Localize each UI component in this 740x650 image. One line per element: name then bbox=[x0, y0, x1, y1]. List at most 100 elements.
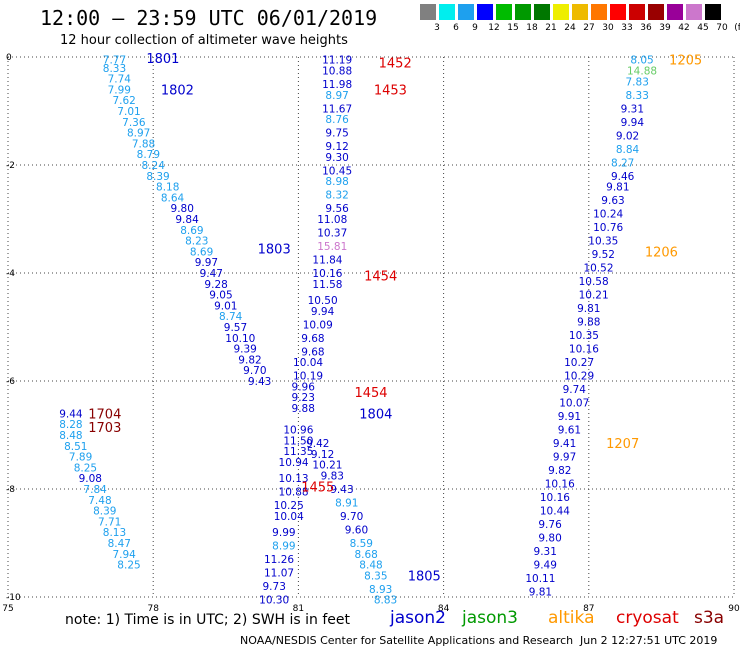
swh-value: 11.98 bbox=[322, 79, 352, 91]
swh-value: 8.25 bbox=[117, 560, 140, 572]
scale-label: 45 bbox=[697, 23, 709, 33]
legend-item-cryosat: cryosat bbox=[616, 608, 679, 628]
swh-value: 8.68 bbox=[354, 549, 377, 561]
swh-value: 10.30 bbox=[259, 595, 289, 607]
swh-value: 8.69 bbox=[190, 246, 213, 258]
swh-value: 8.64 bbox=[161, 192, 185, 204]
swh-value: 10.37 bbox=[317, 228, 347, 240]
swh-value: 8.24 bbox=[142, 160, 166, 172]
scale-swatch bbox=[534, 4, 550, 20]
y-tick-label: 0 bbox=[6, 53, 12, 63]
swh-value: 10.16 bbox=[569, 344, 599, 356]
swh-value: 7.62 bbox=[112, 95, 135, 107]
swh-value: 8.59 bbox=[350, 538, 373, 550]
swh-value: 9.84 bbox=[175, 214, 199, 226]
swh-value: 7.71 bbox=[98, 516, 121, 528]
swh-value: 8.05 bbox=[630, 55, 653, 67]
scale-label: 15 bbox=[507, 23, 519, 33]
swh-value: 9.63 bbox=[601, 195, 624, 207]
x-tick-label: 87 bbox=[583, 604, 594, 614]
swh-value: 9.30 bbox=[325, 152, 348, 164]
swh-value: 10.04 bbox=[274, 511, 304, 523]
swh-value: 8.91 bbox=[335, 498, 358, 510]
x-tick-label: 90 bbox=[728, 604, 740, 614]
scale-swatch bbox=[610, 4, 626, 20]
track-label: 1454 bbox=[354, 386, 387, 401]
swh-value: 8.48 bbox=[359, 560, 382, 572]
chart-title: 12:00 – 23:59 UTC 06/01/2019 bbox=[40, 6, 378, 30]
data-points: 7.778.337.747.997.627.017.368.977.888.79… bbox=[59, 55, 657, 607]
swh-value: 11.58 bbox=[312, 279, 342, 291]
swh-value: 10.21 bbox=[312, 460, 342, 472]
swh-value: 9.70 bbox=[243, 365, 266, 377]
chart-footer-date: Jun 2 12:27:51 UTC 2019 bbox=[580, 634, 718, 647]
swh-value: 9.12 bbox=[325, 141, 348, 153]
swh-value: 9.80 bbox=[538, 533, 561, 545]
swh-value: 10.13 bbox=[279, 473, 309, 485]
swh-value: 9.02 bbox=[616, 130, 639, 142]
swh-value: 9.80 bbox=[171, 203, 194, 215]
swh-value: 9.68 bbox=[301, 333, 324, 345]
swh-value: 9.42 bbox=[306, 438, 329, 450]
swh-value: 9.99 bbox=[272, 527, 295, 539]
swh-value: 9.75 bbox=[325, 128, 348, 140]
swh-value: 8.18 bbox=[156, 182, 179, 194]
swh-value: 7.94 bbox=[112, 549, 136, 561]
swh-value: 9.28 bbox=[204, 279, 227, 291]
swh-value: 9.73 bbox=[263, 581, 286, 593]
swh-value: 8.93 bbox=[369, 584, 392, 596]
swh-value: 9.94 bbox=[621, 117, 645, 129]
scale-label: 12 bbox=[488, 23, 500, 33]
swh-value: 9.43 bbox=[330, 484, 353, 496]
track-label: 1801 bbox=[146, 52, 179, 67]
scale-label: 24 bbox=[564, 23, 576, 33]
swh-value: 10.52 bbox=[583, 263, 613, 275]
scale-label: 6 bbox=[453, 23, 459, 33]
chart-subtitle: 12 hour collection of altimeter wave hei… bbox=[60, 33, 348, 48]
scale-swatch bbox=[496, 4, 512, 20]
swh-value: 9.83 bbox=[321, 471, 344, 483]
swh-value: 10.16 bbox=[540, 492, 570, 504]
swh-value: 9.39 bbox=[233, 344, 256, 356]
track-label: 1453 bbox=[374, 83, 407, 98]
swh-value: 9.57 bbox=[224, 322, 247, 334]
swh-value: 9.56 bbox=[325, 203, 349, 215]
swh-value: 10.04 bbox=[293, 357, 323, 369]
swh-value: 9.46 bbox=[611, 171, 635, 183]
legend-item-jason2: jason2 bbox=[390, 608, 446, 628]
swh-value: 8.27 bbox=[611, 157, 634, 169]
swh-value: 8.99 bbox=[272, 541, 295, 553]
swh-value: 7.77 bbox=[103, 55, 126, 67]
x-tick-label: 78 bbox=[147, 604, 159, 614]
scale-label: 21 bbox=[545, 23, 557, 33]
scale-label: 36 bbox=[640, 23, 652, 33]
swh-value: 10.58 bbox=[579, 276, 609, 288]
swh-value: 9.94 bbox=[311, 306, 335, 318]
swh-value: 9.81 bbox=[606, 182, 629, 194]
scale-swatch bbox=[591, 4, 607, 20]
swh-value: 8.74 bbox=[219, 311, 243, 323]
swh-value: 7.88 bbox=[132, 138, 155, 150]
x-tick-label: 81 bbox=[293, 604, 304, 614]
swh-value: 11.35 bbox=[283, 446, 313, 458]
track-label: 1704 bbox=[88, 407, 121, 422]
swh-value: 10.88 bbox=[279, 487, 309, 499]
scale-label: 9 bbox=[472, 23, 478, 33]
swh-value: 8.39 bbox=[146, 171, 169, 183]
swh-value: 15.81 bbox=[317, 241, 347, 253]
scale-label: (ft) bbox=[734, 23, 740, 33]
swh-value: 8.97 bbox=[127, 128, 150, 140]
track-label: 1454 bbox=[364, 270, 397, 285]
scale-swatch bbox=[477, 4, 493, 20]
track-label: 1703 bbox=[88, 421, 121, 436]
scale-label: 70 bbox=[716, 23, 728, 33]
swh-value: 10.29 bbox=[564, 371, 594, 383]
swh-value: 10.16 bbox=[312, 268, 342, 280]
swh-value: 10.11 bbox=[525, 573, 555, 585]
swh-value: 9.76 bbox=[538, 519, 562, 531]
track-label: 1206 bbox=[645, 245, 678, 260]
swh-value: 8.48 bbox=[59, 430, 82, 442]
scale-swatch bbox=[439, 4, 455, 20]
track-label: 1804 bbox=[359, 407, 392, 422]
swh-value: 10.44 bbox=[540, 506, 570, 518]
